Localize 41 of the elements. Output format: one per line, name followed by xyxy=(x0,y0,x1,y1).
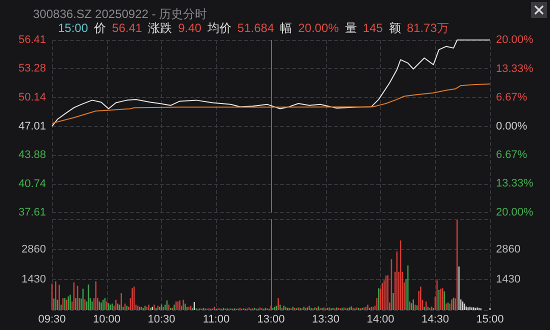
x-tick-label: 15:00 xyxy=(476,314,504,326)
y-tick-label: 1430 xyxy=(22,274,46,286)
y2-tick-label: 13.33% xyxy=(496,62,534,75)
y2-tick-label: 0.00% xyxy=(496,120,528,132)
y2-tick-label: 13.33% xyxy=(496,178,534,190)
y2-tick-label: 6.67% xyxy=(496,91,528,104)
text: 额 xyxy=(388,21,401,35)
y-tick-label: 43.88 xyxy=(18,148,46,161)
x-tick-label: 14:30 xyxy=(421,314,450,326)
x-tick-label: 13:00 xyxy=(257,314,285,326)
y2-tick-label: 20.00% xyxy=(496,206,534,218)
text: 20.00% xyxy=(298,21,339,35)
y2-tick-label: 1430 xyxy=(496,274,520,286)
text: 56.41 xyxy=(112,21,142,35)
y-tick-label: 2860 xyxy=(22,243,46,256)
y-tick-label: 40.74 xyxy=(18,178,46,190)
text: 15:00 xyxy=(58,21,88,35)
text: 51.684 xyxy=(237,21,274,35)
x-tick-label: 10:30 xyxy=(148,314,176,326)
y2-tick-label: 6.67% xyxy=(496,149,528,162)
y-tick-label: 50.14 xyxy=(18,92,46,104)
y-tick-label: 53.28 xyxy=(18,62,46,75)
chart-title: 300836.SZ 20250922 - 历史分时 xyxy=(33,7,208,21)
text: 涨跌 xyxy=(148,21,172,35)
x-tick-label: 09:30 xyxy=(38,314,66,326)
x-tick-label: 10:00 xyxy=(92,314,121,326)
text: 幅 xyxy=(280,21,292,35)
x-tick-label: 13:30 xyxy=(312,314,340,326)
y2-tick-label: 2860 xyxy=(496,243,520,256)
y-tick-label: 37.61 xyxy=(18,206,46,218)
text: 9.40 xyxy=(178,21,202,35)
text: 量 xyxy=(344,21,357,35)
y2-tick-label: 20.00% xyxy=(496,34,534,46)
y-tick-label: 47.01 xyxy=(18,120,46,132)
x-tick-label: 14:00 xyxy=(366,314,394,326)
x-tick-label: 11:00 xyxy=(202,314,230,326)
text: 均价 xyxy=(207,21,232,35)
text: 价 xyxy=(94,21,106,35)
text: 145 xyxy=(362,21,383,35)
text: 81.73万 xyxy=(406,21,449,35)
y-tick-label: 56.41 xyxy=(18,34,46,46)
